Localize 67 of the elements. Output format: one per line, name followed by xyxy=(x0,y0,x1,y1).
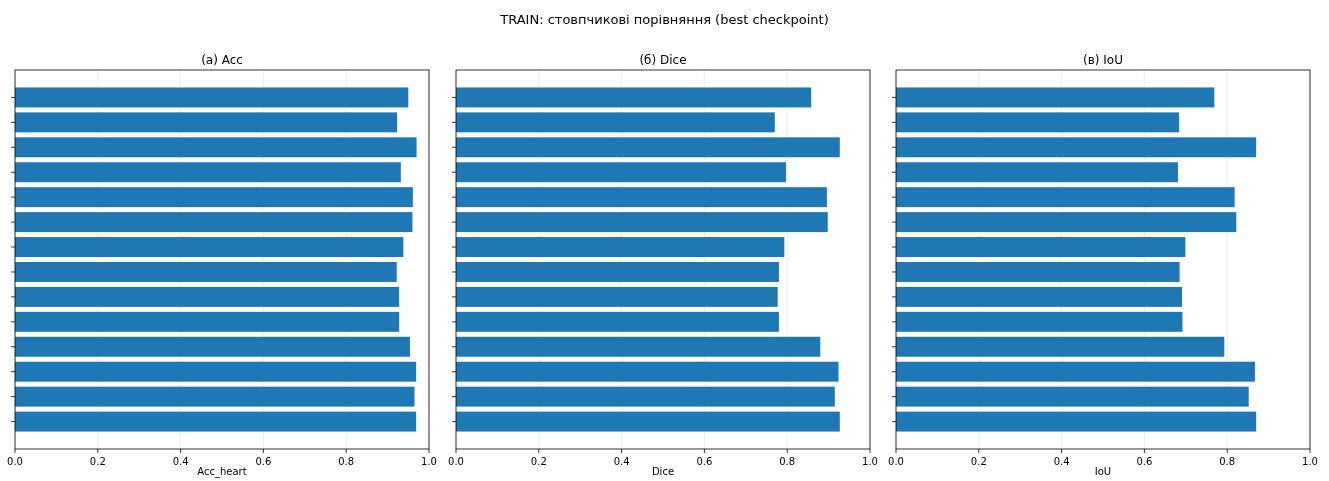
bar xyxy=(456,386,835,407)
x-tick-label: 0.0 xyxy=(888,456,904,467)
bar xyxy=(456,187,827,208)
x-tick-label: 0.2 xyxy=(970,456,987,467)
bar xyxy=(15,212,413,233)
x-axis-title: Acc_heart xyxy=(197,466,247,478)
x-tick-label: 1.0 xyxy=(1302,456,1318,467)
x-tick-label: 0.4 xyxy=(613,456,630,467)
bar xyxy=(15,162,401,183)
bar xyxy=(896,162,1178,183)
x-tick-label: 1.0 xyxy=(862,456,878,467)
chart-title: (а) Acc xyxy=(201,53,243,67)
bar xyxy=(896,286,1183,307)
bar xyxy=(896,411,1257,432)
x-axis-title: Dice xyxy=(651,466,675,477)
x-tick-label: 1.0 xyxy=(421,456,437,467)
bar xyxy=(456,311,779,332)
bar xyxy=(456,112,775,133)
bar xyxy=(896,112,1180,133)
x-tick-label: 0.6 xyxy=(255,456,272,467)
x-tick-label: 0.6 xyxy=(696,456,713,467)
x-tick-label: 0.4 xyxy=(1053,456,1070,467)
bar xyxy=(456,237,785,258)
bar xyxy=(896,261,1180,282)
text: TRAIN: стовпчикові порівняння (best checkpoint) xyxy=(499,12,829,27)
bar xyxy=(15,187,413,208)
bar xyxy=(15,112,398,133)
x-tick-label: 0.8 xyxy=(779,456,796,467)
bar xyxy=(15,386,415,407)
bar xyxy=(896,386,1249,407)
x-tick-label: 0.2 xyxy=(89,456,106,467)
bar xyxy=(896,336,1225,357)
bar xyxy=(15,286,400,307)
bar xyxy=(456,286,778,307)
x-tick-label: 0.0 xyxy=(448,456,464,467)
bar xyxy=(456,87,812,108)
x-tick-label: 0.8 xyxy=(338,456,355,467)
bar xyxy=(456,336,821,357)
bar xyxy=(15,361,417,382)
bar xyxy=(456,361,839,382)
bar xyxy=(896,361,1255,382)
bar xyxy=(456,411,840,432)
bar xyxy=(15,87,409,108)
bar xyxy=(456,212,828,233)
x-tick-label: 0.2 xyxy=(530,456,547,467)
bar xyxy=(456,261,779,282)
bar xyxy=(15,137,417,158)
bar xyxy=(896,212,1237,233)
bar xyxy=(896,87,1215,108)
bar xyxy=(15,336,410,357)
bar xyxy=(15,311,400,332)
x-tick-label: 0.0 xyxy=(7,456,23,467)
x-axis-title: IoU xyxy=(1094,466,1112,477)
bar xyxy=(456,137,840,158)
x-tick-label: 0.4 xyxy=(172,456,189,467)
bar xyxy=(896,187,1235,208)
x-tick-label: 0.8 xyxy=(1219,456,1236,467)
bar xyxy=(456,162,786,183)
bar xyxy=(896,237,1186,258)
chart-title: (б) Dice xyxy=(639,53,687,67)
bar xyxy=(15,411,417,432)
x-tick-label: 0.6 xyxy=(1136,456,1153,467)
bar xyxy=(15,237,404,258)
bar xyxy=(15,261,397,282)
chart-title: (в) IoU xyxy=(1083,53,1123,67)
bar xyxy=(896,137,1257,158)
bar xyxy=(896,311,1183,332)
